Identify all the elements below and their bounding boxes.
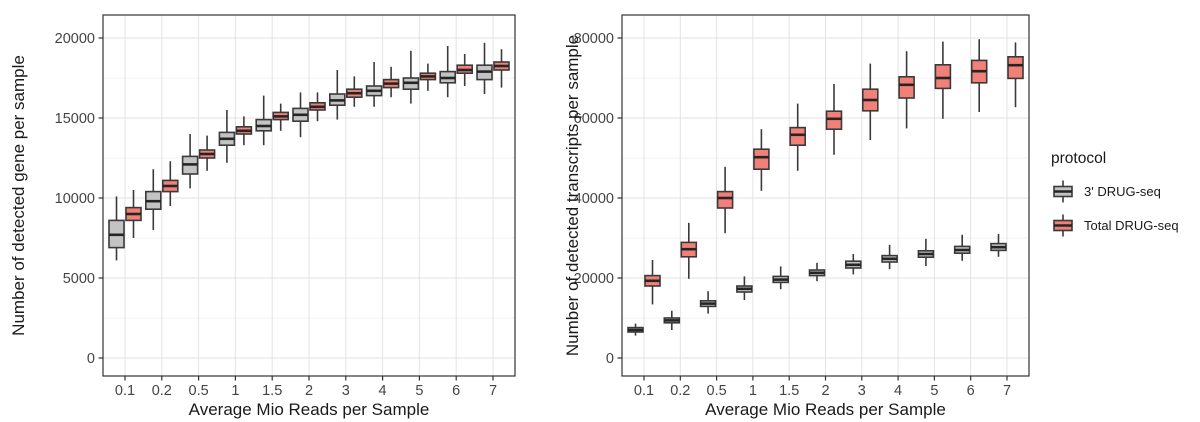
- x-tick-label: 0.5: [189, 383, 209, 399]
- x-tick-label: 2: [305, 383, 313, 399]
- boxplot-3-drug-seq-1: [736, 276, 753, 300]
- x-tick-label: 3: [342, 383, 350, 399]
- boxplot-3-drug-seq-5: [402, 50, 420, 104]
- box: [716, 190, 734, 209]
- boxplot-total-drug-seq-7: [493, 49, 510, 88]
- box: [1007, 55, 1024, 80]
- legend: protocol 3' DRUG-seq Total DRUG-seq: [1051, 150, 1200, 238]
- boxplot-total-drug-seq-0.2: [680, 222, 698, 279]
- box: [898, 76, 915, 99]
- x-tick-label: 6: [967, 383, 975, 399]
- x-tick-label: 2: [821, 383, 829, 399]
- boxplot-3-drug-seq-6: [953, 234, 971, 261]
- boxplot-3-drug-seq-3: [844, 254, 862, 275]
- y-tick-label: 15000: [55, 111, 95, 127]
- boxplot-3-drug-seq-0.2: [145, 169, 162, 230]
- boxplot-3-drug-seq-0.5: [181, 134, 199, 189]
- boxplot-3-drug-seq-7: [990, 234, 1007, 257]
- boxplot-3-drug-seq-2: [808, 262, 826, 282]
- x-tick-label: 3: [858, 383, 866, 399]
- boxplot-total-drug-seq-6: [970, 39, 988, 112]
- boxplot-key-red-icon: [1053, 214, 1073, 237]
- x-axis-title: Average Mio Reads per Sample: [705, 400, 946, 419]
- x-tick-label: 4: [894, 383, 902, 399]
- boxplot-3-drug-seq-1.5: [255, 95, 273, 146]
- y-axis-title: Number of detected gene per sample: [9, 55, 28, 336]
- boxplot-total-drug-seq-0.5: [716, 166, 734, 234]
- panel-right: 0 20000 40000 60000 80000 0.1 0.2 0.5 1 1.5 2 3 4 5 6 7…: [563, 14, 1030, 419]
- boxplot-3-drug-seq-0.5: [699, 291, 717, 314]
- legend-item-total-drug-seq: Total DRUG-seq: [1051, 213, 1200, 238]
- x-axis-title: Average Mio Reads per Sample: [189, 400, 430, 419]
- boxplot-total-drug-seq-0.5: [198, 135, 216, 171]
- legend-item-3-drug-seq: 3' DRUG-seq: [1051, 179, 1200, 204]
- boxplot-3-drug-seq-4: [881, 244, 898, 270]
- boxplot-total-drug-seq-0.2: [162, 161, 179, 206]
- boxplot-total-drug-seq-5: [419, 63, 437, 91]
- boxplot-total-drug-seq-6: [456, 54, 474, 86]
- y-tick-label: 10000: [55, 191, 95, 207]
- box: [753, 148, 770, 170]
- x-tick-label: 0.1: [634, 383, 654, 399]
- y-tick-label: 60000: [574, 111, 614, 127]
- boxplot-3-drug-seq-0.1: [627, 323, 644, 336]
- x-tick-label: 1: [749, 383, 757, 399]
- boxplot-total-drug-seq-1: [235, 116, 253, 146]
- panel-left: 0 5000 10000 15000 20000 0.1 0.2 0.5 1 1.5 2 3 4 5 6 7 A…: [9, 14, 516, 419]
- y-tick-label: 80000: [574, 31, 614, 47]
- y-tick-label: 40000: [574, 191, 614, 207]
- x-tick-label: 1: [231, 383, 239, 399]
- boxplot-total-drug-seq-3: [345, 76, 363, 107]
- boxplot-3-drug-seq-6: [439, 46, 457, 98]
- boxplot-3-drug-seq-0.1: [108, 196, 125, 261]
- y-tick-label: 5000: [63, 271, 95, 287]
- boxplot-total-drug-seq-0.1: [644, 260, 661, 305]
- boxplot-3-drug-seq-5: [917, 238, 935, 266]
- y-tick-label: 20000: [574, 271, 614, 287]
- box: [934, 64, 952, 90]
- x-tick-label: 1.5: [779, 383, 799, 399]
- boxplot-total-drug-seq-4: [898, 51, 915, 129]
- x-tick-label: 7: [489, 383, 497, 399]
- x-tick-label: 1.5: [262, 383, 282, 399]
- y-tick-label: 0: [87, 351, 95, 367]
- boxplot-3-drug-seq-1: [218, 110, 236, 163]
- x-tick-label: 0.2: [670, 383, 690, 399]
- boxplot-total-drug-seq-5: [934, 41, 952, 119]
- legend-item-label: 3' DRUG-seq: [1084, 184, 1161, 199]
- boxplot-total-drug-seq-1: [753, 129, 770, 191]
- x-tick-label: 0.1: [115, 383, 135, 399]
- boxplot-3-drug-seq-0.2: [663, 310, 681, 330]
- boxplot-3-drug-seq-1.5: [772, 266, 790, 290]
- boxplot-total-drug-seq-3: [861, 63, 879, 140]
- y-tick-label: 0: [606, 351, 614, 367]
- boxplot-total-drug-seq-2: [825, 84, 843, 155]
- box: [789, 126, 807, 146]
- boxplot-3-drug-seq-2: [292, 92, 309, 138]
- boxplot-key-gray-icon: [1053, 180, 1073, 203]
- x-tick-label: 4: [379, 383, 387, 399]
- legend-title: protocol: [1051, 150, 1107, 167]
- x-tick-label: 0.5: [707, 383, 727, 399]
- boxplot-3-drug-seq-3: [328, 70, 346, 120]
- legend-item-label: Total DRUG-seq: [1084, 218, 1179, 233]
- boxplot-total-drug-seq-2: [309, 92, 326, 122]
- boxplot-total-drug-seq-7: [1007, 42, 1024, 108]
- x-tick-label: 0.2: [152, 383, 172, 399]
- boxplot-total-drug-seq-1.5: [272, 103, 290, 131]
- boxplot-total-drug-seq-4: [382, 66, 400, 98]
- box: [825, 110, 843, 130]
- x-tick-label: 5: [415, 383, 423, 399]
- boxplot-3-drug-seq-7: [476, 42, 493, 94]
- x-tick-label: 7: [1003, 383, 1011, 399]
- y-axis-title: Number of detected transcripts per sampl…: [563, 35, 582, 356]
- y-tick-label: 20000: [55, 31, 95, 47]
- boxplot-total-drug-seq-0.1: [125, 190, 142, 238]
- boxplot-3-drug-seq-4: [365, 62, 383, 107]
- x-tick-label: 6: [452, 383, 460, 399]
- boxplot-total-drug-seq-1.5: [789, 103, 807, 171]
- x-tick-label: 5: [930, 383, 938, 399]
